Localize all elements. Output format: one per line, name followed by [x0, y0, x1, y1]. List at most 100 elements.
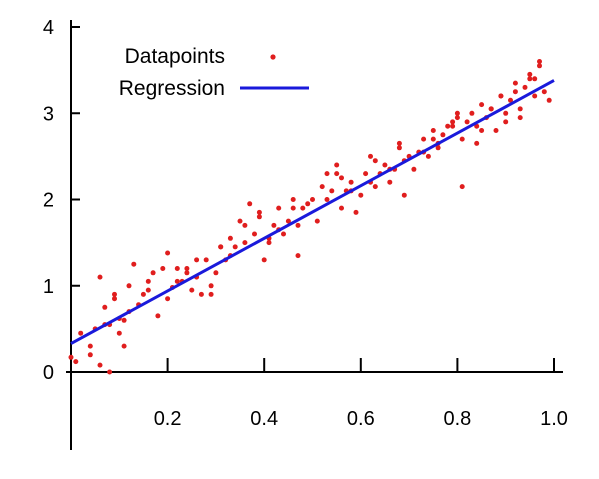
y-tick-label-4: 4	[43, 17, 54, 39]
datapoint	[479, 128, 485, 133]
y-tick-label-0: 0	[43, 362, 54, 384]
datapoint	[314, 218, 320, 224]
datapoint	[290, 205, 296, 211]
datapoint	[290, 197, 296, 202]
datapoint	[503, 119, 509, 125]
datapoint	[145, 278, 151, 284]
datapoint	[155, 313, 161, 319]
datapoint	[474, 140, 480, 146]
datapoint	[425, 153, 431, 159]
x-tick-label-0.2: 0.2	[154, 408, 182, 430]
legend-marker-datapoints	[270, 54, 276, 60]
datapoint	[203, 257, 209, 263]
datapoint	[184, 266, 190, 271]
datapoint	[324, 171, 330, 177]
datapoint	[454, 115, 460, 121]
y-tick-label-2: 2	[43, 190, 54, 212]
datapoint	[285, 218, 291, 224]
datapoint	[73, 359, 79, 365]
datapoint	[522, 84, 528, 90]
datapoint	[396, 140, 402, 146]
datapoint	[256, 214, 262, 220]
datapoint	[160, 266, 166, 271]
datapoint	[329, 188, 335, 194]
datapoint	[232, 244, 238, 250]
y-ticks: 0 1 2 3 4	[43, 17, 80, 384]
datapoint	[411, 166, 417, 172]
datapoint	[517, 106, 523, 112]
datapoint	[78, 330, 84, 336]
datapoint	[541, 89, 547, 95]
datapoint	[121, 317, 127, 323]
datapoint	[165, 296, 171, 302]
datapoint	[396, 145, 402, 151]
x-tick-label-0.8: 0.8	[443, 408, 471, 430]
datapoint	[247, 201, 253, 207]
datapoint	[512, 89, 518, 95]
datapoint	[430, 136, 436, 142]
axes	[66, 20, 563, 450]
datapoint	[121, 343, 127, 349]
datapoint	[517, 115, 523, 121]
datapoint	[237, 218, 243, 224]
datapoint	[150, 270, 156, 276]
datapoint	[218, 244, 224, 250]
datapoint	[112, 291, 117, 297]
datapoint	[339, 205, 344, 211]
datapoint	[498, 93, 504, 99]
datapoint	[87, 352, 93, 358]
datapoint	[208, 283, 214, 289]
datapoint	[184, 270, 190, 276]
x-tick-label-0.6: 0.6	[347, 408, 375, 430]
datapoint	[266, 240, 272, 246]
datapoint	[459, 184, 465, 190]
datapoint	[459, 136, 465, 142]
datapoint	[319, 184, 325, 190]
datapoint	[165, 250, 171, 256]
x-ticks: 0.2 0.4 0.6 0.8 1.0	[154, 358, 568, 430]
datapoint	[198, 291, 204, 297]
datapoint	[372, 158, 378, 164]
datapoint	[348, 179, 354, 185]
datapoint	[310, 197, 315, 202]
datapoint	[382, 162, 388, 168]
y-tick-label-3: 3	[43, 103, 54, 125]
datapoint	[295, 222, 301, 228]
datapoint	[281, 231, 286, 237]
datapoint	[368, 153, 373, 159]
legend-label-regression: Regression	[119, 77, 225, 100]
datapoints-layer	[68, 59, 552, 375]
datapoint	[532, 93, 538, 99]
datapoint	[435, 145, 441, 151]
datapoint	[271, 222, 277, 228]
legend: Datapoints Regression	[119, 45, 309, 100]
datapoint	[256, 209, 262, 215]
datapoint	[503, 110, 509, 116]
datapoint	[454, 110, 460, 116]
datapoint	[213, 270, 219, 276]
datapoint	[493, 128, 499, 133]
datapoint	[339, 175, 344, 181]
legend-label-datapoints: Datapoints	[125, 45, 225, 68]
datapoint	[469, 110, 475, 116]
datapoint	[450, 119, 456, 125]
datapoint	[97, 274, 103, 280]
datapoint	[372, 184, 378, 190]
datapoint	[126, 283, 132, 289]
datapoint	[174, 266, 180, 271]
datapoint	[527, 76, 533, 82]
datapoint	[527, 71, 533, 77]
datapoint	[464, 119, 470, 125]
datapoint	[252, 231, 257, 237]
datapoint	[488, 106, 494, 112]
datapoint	[87, 343, 93, 349]
datapoint	[116, 330, 122, 336]
datapoint	[421, 136, 427, 142]
datapoint	[532, 76, 538, 82]
datapoint	[353, 209, 359, 215]
datapoint	[387, 179, 393, 185]
datapoint	[445, 123, 451, 129]
datapoint	[276, 205, 282, 211]
datapoint	[546, 97, 552, 103]
